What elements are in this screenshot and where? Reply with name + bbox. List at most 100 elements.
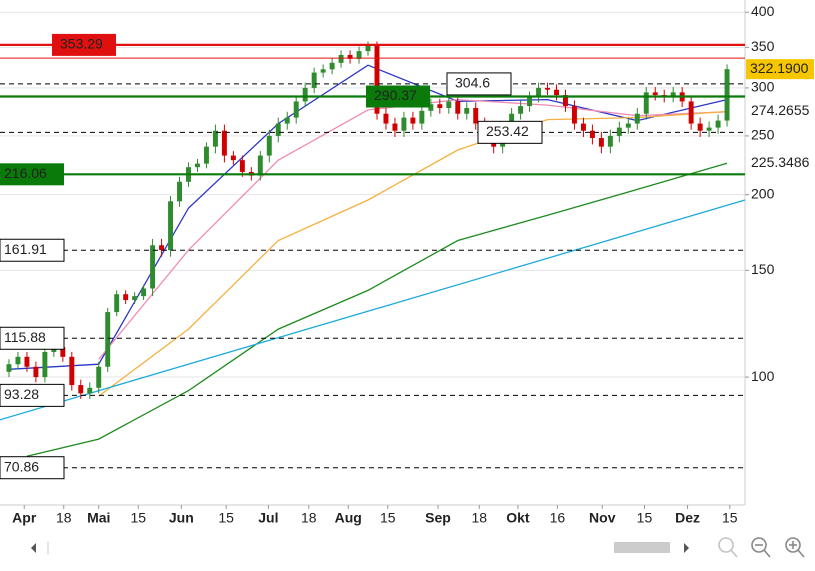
x-tick-label: 15 [130, 510, 146, 526]
candle-body [203, 146, 209, 164]
candle-body [212, 130, 218, 147]
candle-body [625, 123, 631, 128]
candle-body [159, 245, 165, 251]
line-value-label: 274.2655 [751, 102, 810, 118]
level-label-box [446, 72, 512, 96]
level-label-box [52, 33, 116, 56]
candle-body [536, 87, 542, 97]
candle-body [401, 117, 407, 131]
candle-body [392, 123, 398, 131]
moving-average-line [8, 64, 728, 370]
candle-body [114, 294, 120, 313]
candle-body [6, 364, 12, 372]
candle-body [141, 288, 147, 297]
x-tick-label: 15 [380, 510, 396, 526]
level-label-box [0, 326, 65, 350]
candle-body [15, 356, 21, 365]
candle-body [105, 312, 111, 367]
candle-body [383, 113, 389, 124]
candle-body [329, 62, 335, 70]
x-tick-label: 16 [550, 510, 566, 526]
level-label: 161.91 [4, 241, 47, 257]
candle-body [473, 107, 479, 124]
candle-body [554, 89, 559, 96]
level-label: 304.6 [455, 75, 490, 91]
x-tick-label: Nov [589, 510, 616, 526]
level-label-box [0, 456, 65, 480]
candle-body [78, 385, 84, 394]
scrollbar[interactable] [31, 541, 689, 555]
candle-body [266, 135, 272, 156]
x-tick-label: 15 [218, 510, 234, 526]
candle-body [374, 45, 380, 114]
candle-body [320, 69, 326, 73]
level-label-box [366, 85, 430, 108]
x-tick-label: 18 [472, 510, 488, 526]
y-tick-label: 300 [751, 79, 775, 95]
scroll-right[interactable] [684, 543, 689, 553]
candle-body [518, 106, 524, 114]
zoom-in[interactable] [785, 537, 805, 558]
candle-body [123, 294, 129, 301]
level-label-box [0, 238, 65, 262]
candle-body [24, 356, 30, 367]
candle-body [589, 130, 595, 139]
y-tick-label: 350 [751, 38, 775, 54]
y-tick-label: 400 [751, 3, 775, 19]
candle-body [96, 366, 102, 388]
candle-body [446, 101, 452, 108]
candle-body [571, 106, 577, 124]
scroll-left[interactable] [31, 543, 36, 553]
moving-average-line [0, 199, 746, 421]
candle-body [598, 138, 604, 147]
x-tick-label: 18 [301, 510, 317, 526]
candle-body [69, 356, 75, 386]
candle-body [715, 120, 721, 128]
y-tick-label: 150 [751, 261, 775, 277]
moving-average-line [26, 162, 728, 457]
candle-body [545, 87, 550, 90]
candle-body [356, 51, 362, 59]
candle-body [437, 104, 443, 108]
candle-body [616, 127, 622, 136]
y-tick-label: 250 [751, 127, 775, 143]
level-label-box [477, 120, 543, 144]
candle-body [293, 101, 299, 118]
x-tick-label: Jul [258, 510, 278, 526]
candle-body [239, 160, 245, 172]
x-tick-label: Aug [335, 510, 362, 526]
candle-body [275, 123, 281, 136]
level-label: 115.88 [4, 329, 46, 345]
candle-body [563, 95, 568, 107]
level-label: 70.86 [4, 458, 39, 474]
level-label-box [0, 383, 65, 407]
candle-body [464, 107, 470, 114]
x-tick-label: Mai [87, 510, 110, 526]
candle-body [455, 101, 461, 114]
zoom-reset[interactable] [718, 537, 738, 558]
candle-body [670, 92, 676, 97]
candle-body [607, 135, 613, 147]
zoom-out[interactable] [751, 537, 771, 558]
candle-body [338, 54, 344, 63]
moving-average-line [98, 98, 728, 360]
y-tick-label: 100 [751, 368, 775, 384]
x-tick-label: Jun [169, 510, 194, 526]
candle-body [311, 72, 317, 88]
candle-body [168, 201, 174, 251]
x-tick-label: 15 [637, 510, 653, 526]
scroll-thumb[interactable] [614, 542, 670, 553]
candle-body [410, 117, 416, 124]
candle-body [428, 104, 434, 111]
x-tick-label: Sep [425, 510, 451, 526]
candle-body [33, 366, 39, 378]
level-label: 216.06 [4, 165, 47, 181]
candle-body [177, 181, 182, 202]
candle-body [150, 245, 156, 289]
last-price-label: 322.1900 [750, 60, 809, 76]
level-label: 93.28 [4, 386, 39, 402]
candle-body [643, 92, 649, 114]
candle-body [195, 163, 200, 168]
